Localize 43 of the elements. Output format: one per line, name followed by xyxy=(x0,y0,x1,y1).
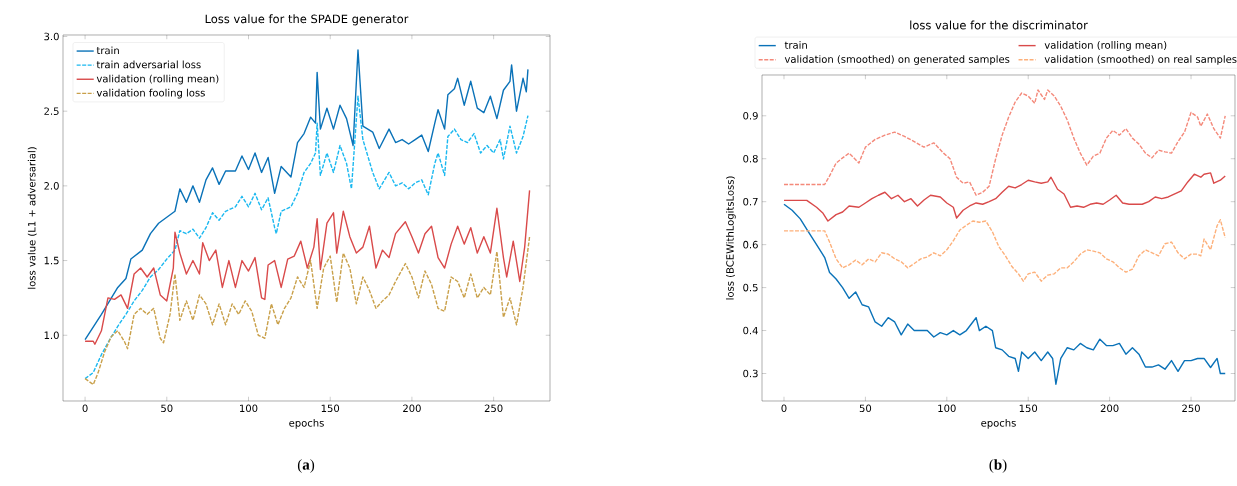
line-series xyxy=(84,235,531,386)
x-tick-label: 150 xyxy=(321,404,340,413)
y-tick-label: 3.0 xyxy=(44,32,59,41)
legend-label: train adversarial loss xyxy=(96,60,201,69)
x-tick-label: 50 xyxy=(859,404,872,413)
x-tick-label: 50 xyxy=(161,404,173,413)
legend-label: train xyxy=(96,46,119,55)
line-series xyxy=(783,89,1226,196)
x-tick-label: 200 xyxy=(1100,404,1119,413)
y-tick-label: 1.0 xyxy=(44,331,59,340)
y-tick-label: 0.6 xyxy=(743,240,758,249)
x-tick-label: 250 xyxy=(484,404,503,413)
y-tick-label: 2.5 xyxy=(44,107,59,115)
y-tick-label: 0.7 xyxy=(743,197,758,206)
y-axis-title: loss (BCEWithLogitsLoss) xyxy=(726,176,736,300)
y-tick-label: 0.4 xyxy=(743,326,758,335)
legend-label: validation (smoothed) on generated samples xyxy=(784,55,1010,65)
y-tick-label: 0.5 xyxy=(743,283,758,292)
x-axis-title: epochs xyxy=(289,418,324,429)
line-series xyxy=(84,189,531,345)
text: (a) xyxy=(297,459,315,473)
y-tick-label: 0.8 xyxy=(743,154,758,163)
text: (b) xyxy=(989,459,1007,473)
x-tick-label: 250 xyxy=(1182,404,1200,413)
y-tick-label: 0.9 xyxy=(743,111,758,120)
chart-title: Loss value for the SPADE generator xyxy=(205,14,409,26)
y-tick-label: 0.3 xyxy=(743,369,758,378)
legend-label: validation (rolling mean) xyxy=(96,74,219,85)
legend-label: validation (smoothed) on real samples xyxy=(1044,55,1237,65)
y-tick-label: 2.0 xyxy=(44,182,59,190)
x-tick-label: 100 xyxy=(240,404,258,413)
legend-label: train xyxy=(784,41,807,49)
y-axis-title: loss value (L1 + adversarial) xyxy=(27,147,37,289)
legend-label: validation (rolling mean) xyxy=(1044,41,1167,51)
y-tick-label: 1.5 xyxy=(44,256,59,265)
x-tick-label: 150 xyxy=(1019,404,1038,413)
x-axis-title: epochs xyxy=(981,418,1016,429)
x-tick-label: 200 xyxy=(403,404,421,413)
legend-label: validation fooling loss xyxy=(96,88,205,99)
x-tick-label: 0 xyxy=(82,404,88,413)
x-tick-label: 100 xyxy=(938,404,956,413)
x-tick-label: 0 xyxy=(781,404,787,413)
chart-title: loss value for the discriminator xyxy=(910,20,1088,30)
